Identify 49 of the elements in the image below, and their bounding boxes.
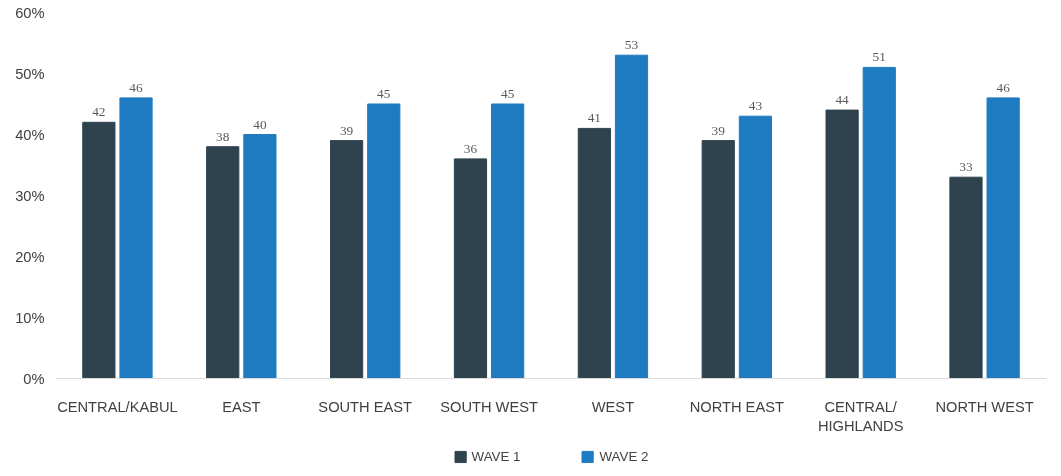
x-tick-label: SOUTH WEST bbox=[440, 398, 538, 415]
x-tick-label: CENTRAL/KABUL bbox=[57, 398, 178, 415]
bar bbox=[738, 115, 772, 379]
data-label: 43 bbox=[748, 98, 763, 114]
x-tick-label: NORTH WEST bbox=[935, 398, 1034, 415]
legend-label: WAVE 2 bbox=[599, 448, 649, 464]
data-label: 42 bbox=[92, 104, 106, 120]
x-tick-label: WEST bbox=[591, 398, 635, 415]
y-tick-label: 30% bbox=[15, 187, 45, 204]
bar bbox=[986, 97, 1020, 379]
bar bbox=[862, 66, 896, 379]
y-tick-label: 20% bbox=[15, 248, 45, 265]
bar bbox=[367, 103, 401, 379]
data-label: 36 bbox=[463, 140, 478, 156]
data-label: 53 bbox=[624, 37, 639, 53]
bar bbox=[825, 109, 859, 379]
data-label: 39 bbox=[711, 122, 726, 138]
data-label: 41 bbox=[587, 110, 602, 126]
data-label: 33 bbox=[959, 159, 973, 175]
x-tick-label: SOUTH EAST bbox=[318, 398, 413, 415]
bar bbox=[119, 97, 153, 379]
data-label: 46 bbox=[129, 79, 144, 95]
y-tick-label: 10% bbox=[15, 309, 45, 326]
x-tick-label: EAST bbox=[222, 398, 261, 415]
y-tick-label: 60% bbox=[15, 4, 45, 21]
bar bbox=[577, 127, 611, 379]
data-label: 38 bbox=[216, 128, 230, 144]
bar bbox=[243, 134, 277, 379]
x-tick-label: CENTRAL/ HIGHLANDS bbox=[817, 398, 904, 434]
legend-label: WAVE 1 bbox=[471, 448, 521, 464]
bar bbox=[82, 121, 116, 379]
data-label: 46 bbox=[996, 79, 1011, 95]
data-label: 39 bbox=[339, 122, 354, 138]
data-label: 40 bbox=[253, 116, 267, 132]
data-label: 45 bbox=[377, 86, 391, 101]
bar bbox=[330, 140, 364, 379]
y-tick-label: 40% bbox=[15, 126, 45, 143]
y-tick-label: 0% bbox=[23, 370, 45, 387]
bar bbox=[491, 103, 525, 379]
x-tick-label: NORTH EAST bbox=[689, 398, 784, 415]
data-label: 51 bbox=[872, 49, 886, 65]
bar bbox=[453, 158, 488, 379]
data-label: 44 bbox=[835, 92, 850, 108]
bar bbox=[206, 146, 240, 379]
data-label: 45 bbox=[500, 86, 515, 101]
y-tick-label: 50% bbox=[15, 65, 45, 82]
bar bbox=[949, 176, 983, 379]
bar bbox=[614, 54, 649, 379]
bar bbox=[701, 140, 735, 379]
